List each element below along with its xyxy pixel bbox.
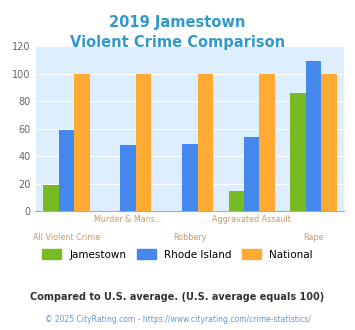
Text: Robbery: Robbery (173, 233, 207, 242)
Text: © 2025 CityRating.com - https://www.cityrating.com/crime-statistics/: © 2025 CityRating.com - https://www.city… (45, 315, 310, 324)
Bar (43, 185, 59, 211)
Bar (290, 93, 306, 211)
Bar (120, 145, 136, 211)
Bar (59, 130, 74, 211)
Bar (74, 74, 89, 211)
Text: Murder & Mans...: Murder & Mans... (94, 214, 162, 223)
Legend: Jamestown, Rhode Island, National: Jamestown, Rhode Island, National (38, 245, 317, 264)
Bar (136, 74, 151, 211)
Text: Compared to U.S. average. (U.S. average equals 100): Compared to U.S. average. (U.S. average … (31, 292, 324, 302)
Bar (244, 137, 260, 211)
Text: Aggravated Assault: Aggravated Assault (212, 214, 291, 223)
Text: 2019 Jamestown: 2019 Jamestown (109, 15, 246, 30)
Bar (260, 74, 275, 211)
Bar (198, 74, 213, 211)
Bar (306, 61, 321, 211)
Text: Violent Crime Comparison: Violent Crime Comparison (70, 35, 285, 50)
Text: All Violent Crime: All Violent Crime (33, 233, 100, 242)
Bar (182, 144, 198, 211)
Bar (321, 74, 337, 211)
Bar (229, 190, 244, 211)
Text: Rape: Rape (303, 233, 324, 242)
